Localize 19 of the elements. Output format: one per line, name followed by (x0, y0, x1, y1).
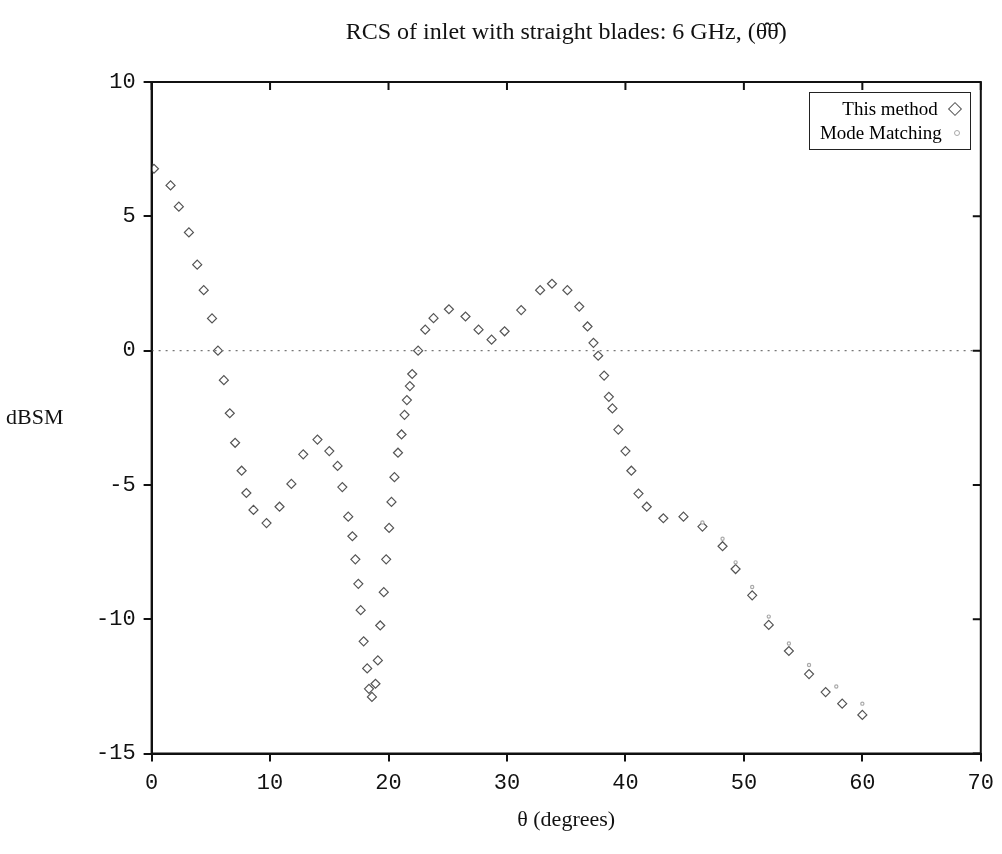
x-tick-label: 40 (612, 770, 639, 796)
x-tick-label: 10 (256, 770, 284, 796)
y-tick-label: 10 (109, 69, 136, 95)
x-tick-label: 50 (730, 770, 758, 796)
x-tick-label: 0 (145, 770, 159, 796)
chart-title: RCS of inlet with straight blades: 6 GHz, (θ̂θ̂) (345, 18, 787, 45)
x-tick-label: 70 (967, 770, 994, 796)
y-tick-label: 0 (122, 338, 136, 364)
y-tick-label: -5 (109, 472, 136, 498)
y-tick-label: -15 (96, 741, 136, 767)
y-tick-label: 5 (122, 204, 136, 230)
x-tick-label: 60 (849, 770, 876, 796)
x-tick-label: 30 (493, 770, 521, 796)
x-tick-label: 20 (375, 770, 402, 796)
legend-label: This method (842, 97, 938, 121)
x-axis-title: θ (degrees) (517, 806, 616, 832)
legend-label: Mode Matching (819, 121, 942, 145)
y-axis-title: dBSM (6, 403, 64, 430)
y-tick-label: -10 (96, 607, 136, 633)
